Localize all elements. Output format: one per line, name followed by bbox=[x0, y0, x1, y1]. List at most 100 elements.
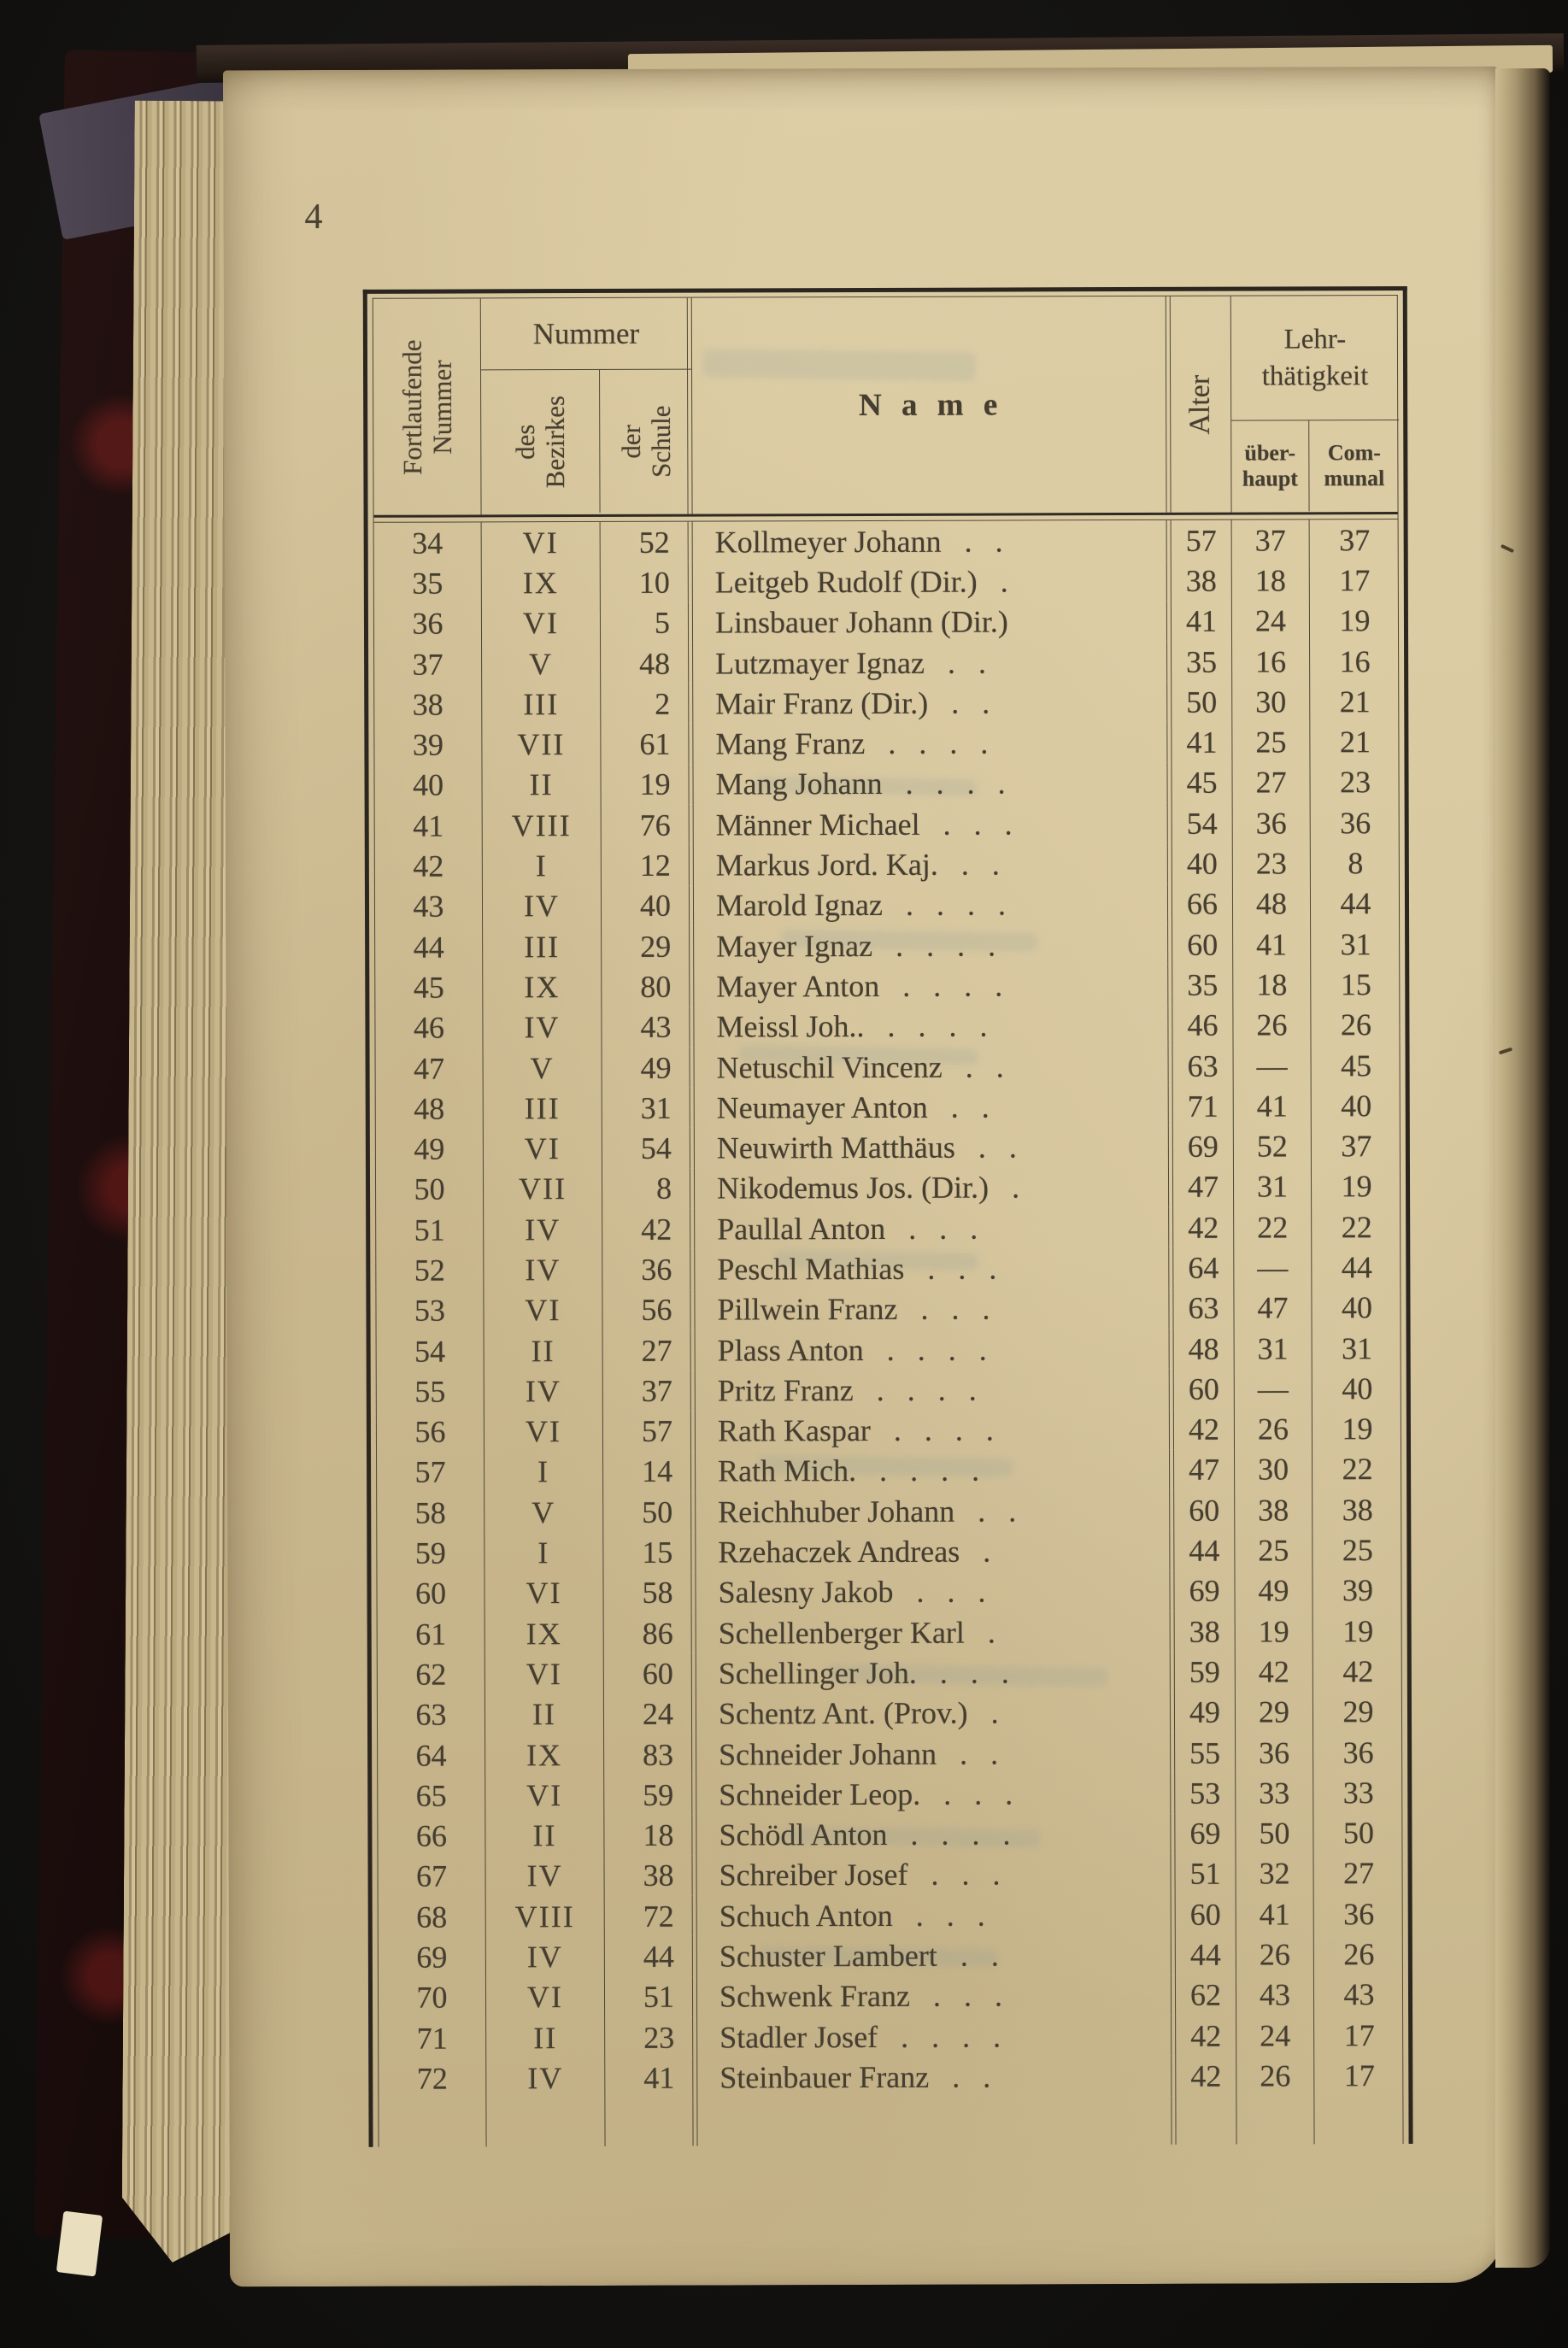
cell-name: Schödl Anton . . . . bbox=[696, 1813, 1176, 1856]
cell-bezirk-nummer: IV bbox=[484, 1209, 603, 1250]
cell-schule-nummer: 40 bbox=[601, 885, 695, 926]
cell-name: Meissl Joh.. . . . . bbox=[694, 1005, 1173, 1048]
cell-name: Leitgeb Rudolf (Dir.) . bbox=[692, 561, 1172, 603]
cell-fortlaufende-nummer: 42 bbox=[374, 845, 483, 887]
cell-fortlaufende-nummer: 66 bbox=[378, 1815, 486, 1857]
cell-lehrthaetigkeit-communal: 8 bbox=[1348, 846, 1364, 881]
cell-schule-nummer: 42 bbox=[602, 1208, 696, 1250]
cell-name: Schellinger Joh. . . . bbox=[696, 1652, 1175, 1694]
cell-bezirk-nummer: II bbox=[484, 1693, 605, 1735]
book-page: 4 Fortlaufende Nummer Nummer des Bezirke… bbox=[222, 66, 1506, 2287]
cell-lehrthaetigkeit-communal: 31 bbox=[1342, 1330, 1373, 1365]
cell-lehrthaetigkeit-communal: 19 bbox=[1342, 1613, 1374, 1648]
cell-fortlaufende-nummer: 38 bbox=[374, 684, 483, 725]
cell-name: Mang Franz . . . . bbox=[693, 722, 1172, 765]
cell-lehrthaetigkeit-ueberhaupt: 26 bbox=[1236, 2055, 1315, 2097]
cell-lehrthaetigkeit-ueberhaupt: 48 bbox=[1232, 883, 1312, 925]
cell-bezirk-nummer: VI bbox=[485, 1976, 606, 2018]
cell-name: Peschl Mathias . . . bbox=[695, 1247, 1174, 1290]
cell-fortlaufende-nummer: 71 bbox=[379, 2017, 487, 2059]
cell-lehrthaetigkeit-ueberhaupt: 18 bbox=[1233, 964, 1312, 1006]
cell-lehrthaetigkeit-communal: 19 bbox=[1341, 1169, 1372, 1204]
cell-name: Schentz Ant. (Prov.) . bbox=[696, 1692, 1176, 1735]
cell-schule-nummer: 8 bbox=[602, 1168, 696, 1210]
cell-fortlaufende-nummer: 51 bbox=[376, 1209, 484, 1251]
table-row: 50 VII 8 Nikodemus Jos. (Dir.) . 47 31 1… bbox=[375, 1166, 1400, 1210]
cell-schule-nummer: 60 bbox=[603, 1652, 696, 1694]
cell-lehrthaetigkeit-communal: 19 bbox=[1339, 603, 1371, 638]
cell-alter: 42 bbox=[1176, 2055, 1237, 2097]
cell-name: Schreiber Josef . . . bbox=[696, 1853, 1176, 1896]
cell-name: Mang Johann . . . . bbox=[693, 762, 1172, 805]
cell-name: Linsbauer Johann (Dir.) bbox=[692, 601, 1172, 643]
table-row: 65 VI 59 Schneider Leop. . . . 53 33 33 bbox=[378, 1772, 1401, 1817]
cell-fortlaufende-nummer: 69 bbox=[378, 1936, 486, 1978]
cell-name: Schwenk Franz . . . bbox=[696, 1975, 1177, 2017]
cell-lehrthaetigkeit-ueberhaupt: 31 bbox=[1233, 1166, 1313, 1207]
table-row: 72 IV 41 Steinbauer Franz . . 42 26 17 bbox=[379, 2055, 1402, 2099]
cell-name: Mayer Ignaz . . . . bbox=[694, 924, 1173, 966]
cell-alter: 69 bbox=[1175, 1813, 1236, 1854]
cell-bezirk-nummer: IV bbox=[486, 2057, 606, 2099]
column-group-nummer: Nummer des Bezirkes der Schule bbox=[480, 297, 693, 515]
cell-bezirk-nummer: III bbox=[483, 1088, 602, 1129]
cell-bezirk-nummer: VI bbox=[481, 521, 601, 563]
table-header: Fortlaufende Nummer Nummer des Bezirkes … bbox=[373, 296, 1400, 515]
table-row: 61 IX 86 Schellenberger Karl . 38 19 19 bbox=[377, 1611, 1401, 1655]
table-row: 36 VI 5 Linsbauer Johann (Dir.) 41 24 19 bbox=[373, 600, 1398, 644]
cell-bezirk-nummer: IV bbox=[484, 1371, 603, 1412]
cell-fortlaufende-nummer: 59 bbox=[377, 1532, 485, 1574]
cell-alter: 45 bbox=[1172, 762, 1233, 803]
cell-alter: 66 bbox=[1172, 883, 1234, 925]
column-header-ueberhaupt: über- haupt bbox=[1231, 420, 1310, 512]
cell-schule-nummer: 80 bbox=[602, 966, 695, 1007]
table-row: 53 VI 56 Pillwein Franz . . . 63 47 40 bbox=[376, 1287, 1400, 1331]
cell-schule-nummer: 23 bbox=[605, 2016, 698, 2058]
column-header-alter: Alter bbox=[1170, 296, 1232, 513]
cell-name: Rath Mich. . . . . bbox=[696, 1449, 1175, 1492]
cell-bezirk-nummer: V bbox=[483, 1047, 602, 1089]
table-row: 67 IV 38 Schreiber Josef . . . 51 32 27 bbox=[378, 1853, 1401, 1897]
table-row: 46 IV 43 Meissl Joh.. . . . . 46 26 26 bbox=[375, 1004, 1399, 1048]
cell-schule-nummer: 37 bbox=[602, 1370, 696, 1412]
cell-bezirk-nummer: IV bbox=[483, 1007, 602, 1048]
cell-fortlaufende-nummer: 40 bbox=[374, 765, 483, 806]
cell-lehrthaetigkeit-ueberhaupt: 16 bbox=[1232, 641, 1311, 682]
cell-lehrthaetigkeit-communal: 39 bbox=[1342, 1573, 1374, 1608]
cell-lehrthaetigkeit-ueberhaupt: — bbox=[1234, 1368, 1313, 1410]
cell-bezirk-nummer: II bbox=[485, 1815, 605, 1857]
table-row: 42 I 12 Markus Jord. Kaj. . . 40 23 8 bbox=[374, 842, 1399, 887]
cell-lehrthaetigkeit-communal: 29 bbox=[1342, 1694, 1374, 1729]
cell-lehrthaetigkeit-ueberhaupt: 42 bbox=[1235, 1651, 1313, 1693]
cell-bezirk-nummer: IV bbox=[485, 1936, 605, 1978]
cell-lehrthaetigkeit-ueberhaupt: 30 bbox=[1232, 681, 1311, 723]
cell-fortlaufende-nummer: 44 bbox=[375, 926, 484, 968]
cell-alter: 40 bbox=[1172, 843, 1233, 884]
cell-lehrthaetigkeit-ueberhaupt: 25 bbox=[1235, 1529, 1313, 1571]
cell-lehrthaetigkeit-ueberhaupt: 33 bbox=[1236, 1772, 1314, 1814]
cell-fortlaufende-nummer: 72 bbox=[379, 2057, 487, 2099]
cell-alter: 35 bbox=[1172, 641, 1233, 683]
table-row: 55 IV 37 Pritz Franz . . . . 60 — 40 bbox=[376, 1368, 1401, 1412]
column-header-der-schule: der Schule bbox=[615, 404, 677, 478]
cell-schule-nummer: 58 bbox=[603, 1572, 696, 1613]
table-row: 68 VIII 72 Schuch Anton . . . 60 41 36 bbox=[378, 1893, 1402, 1938]
cell-fortlaufende-nummer: 49 bbox=[375, 1128, 484, 1170]
cell-fortlaufende-nummer: 60 bbox=[377, 1573, 485, 1614]
cell-lehrthaetigkeit-communal: 33 bbox=[1342, 1775, 1374, 1811]
cell-lehrthaetigkeit-ueberhaupt: 22 bbox=[1234, 1206, 1313, 1247]
cell-lehrthaetigkeit-communal: 27 bbox=[1343, 1856, 1375, 1891]
cell-name: Rzehaczek Andreas . bbox=[696, 1530, 1175, 1573]
cell-schule-nummer: 49 bbox=[602, 1047, 695, 1089]
cell-alter: 35 bbox=[1172, 964, 1234, 1006]
cell-lehrthaetigkeit-ueberhaupt: 23 bbox=[1232, 842, 1311, 884]
table-row: 44 III 29 Mayer Ignaz . . . . 60 41 31 bbox=[375, 924, 1399, 968]
cell-schule-nummer: 41 bbox=[605, 2057, 698, 2099]
table-row: 48 III 31 Neumayer Anton . . 71 41 40 bbox=[375, 1085, 1400, 1130]
cell-lehrthaetigkeit-communal: 26 bbox=[1343, 1937, 1375, 1972]
cell-name: Neumayer Anton . . bbox=[694, 1086, 1173, 1129]
cell-fortlaufende-nummer: 68 bbox=[378, 1896, 486, 1938]
cell-lehrthaetigkeit-ueberhaupt: 27 bbox=[1232, 762, 1311, 803]
table-row: 39 VII 61 Mang Franz . . . . 41 25 21 bbox=[374, 721, 1398, 766]
